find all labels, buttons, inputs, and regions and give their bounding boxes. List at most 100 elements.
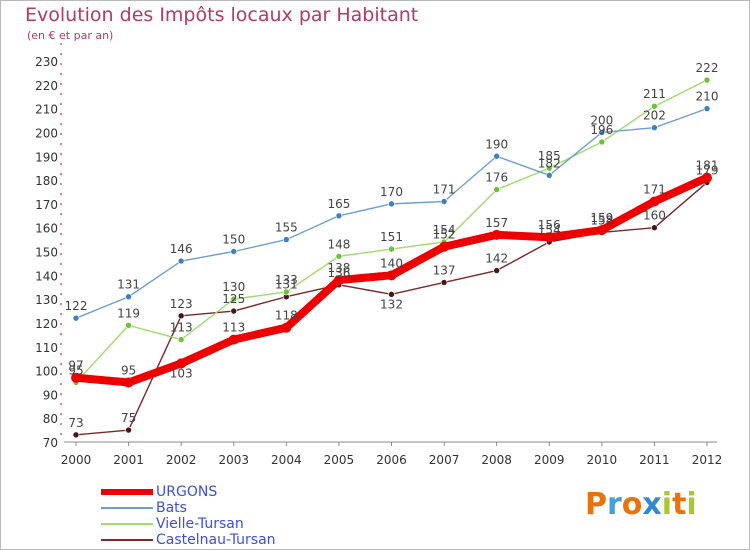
chart-title: Evolution des Impôts locaux par Habitant <box>25 4 419 26</box>
data-point <box>598 129 606 136</box>
legend-swatch-castelnau-tursan <box>101 539 153 541</box>
y-tick-label: 160 <box>35 222 58 236</box>
data-point <box>228 334 239 345</box>
data-label: 75 <box>121 411 136 425</box>
y-tick-label: 230 <box>35 55 58 69</box>
logo-letter: i <box>661 487 673 522</box>
y-tick-label: 210 <box>35 103 58 117</box>
legend: URGONS Bats Vielle-Tursan Castelnau-Turs… <box>101 484 401 549</box>
data-label: 179 <box>696 163 719 177</box>
x-tick-label: 2002 <box>166 453 197 467</box>
y-tick-label: 100 <box>35 365 58 379</box>
data-label: 73 <box>68 416 83 430</box>
legend-label-bats: Bats <box>156 500 187 516</box>
logo-letter: o <box>621 487 643 522</box>
data-point <box>544 232 555 243</box>
data-point <box>545 172 553 179</box>
legend-swatch-bats <box>101 507 153 509</box>
legend-item-urgons: URGONS <box>101 484 401 501</box>
data-point <box>702 172 712 183</box>
data-label: 133 <box>275 273 298 287</box>
x-tick-label: 2006 <box>376 453 407 467</box>
data-point <box>125 426 132 434</box>
data-point <box>125 322 132 329</box>
y-tick-label: 90 <box>43 388 58 402</box>
data-point <box>283 236 290 243</box>
y-tick-label: 170 <box>35 198 58 212</box>
data-label: 137 <box>433 263 456 277</box>
data-point <box>177 336 185 343</box>
data-point <box>72 314 80 322</box>
chart-subtitle: (en € et par an) <box>27 29 114 42</box>
y-tick-label: 70 <box>43 436 58 450</box>
x-tick-label: 2007 <box>429 453 460 467</box>
y-tick-label: 80 <box>43 412 58 426</box>
data-point <box>493 186 500 193</box>
data-label: 103 <box>170 366 193 380</box>
data-label: 132 <box>380 297 403 311</box>
data-point <box>230 248 238 255</box>
data-point <box>491 229 502 240</box>
data-label: 154 <box>433 223 456 237</box>
data-label: 170 <box>380 185 403 199</box>
data-label: 211 <box>643 87 666 101</box>
proxiti-logo: Proxiti <box>585 487 697 522</box>
data-label: 130 <box>222 280 245 294</box>
data-label: 95 <box>121 363 136 377</box>
data-point <box>281 322 292 333</box>
x-tick-label: 2005 <box>324 453 355 467</box>
data-point <box>230 295 238 303</box>
data-label: 146 <box>170 242 193 256</box>
x-tick-label: 2003 <box>218 453 249 467</box>
data-label: 97 <box>68 359 83 373</box>
legend-item-bats: Bats <box>101 500 401 517</box>
data-label: 196 <box>590 123 613 137</box>
data-point <box>703 105 711 112</box>
y-tick-label: 140 <box>35 269 58 283</box>
legend-item-vielle-tursan: Vielle-Tursan <box>101 516 401 533</box>
data-point <box>335 212 343 220</box>
data-label: 119 <box>117 306 140 320</box>
y-tick-label: 150 <box>35 246 58 260</box>
x-tick-label: 2008 <box>481 453 512 467</box>
data-label: 123 <box>170 297 193 311</box>
data-label: 150 <box>222 233 245 247</box>
legend-swatch-urgons <box>101 489 153 495</box>
data-label: 131 <box>275 278 298 292</box>
x-tick-label: 2001 <box>113 453 144 467</box>
y-tick-label: 220 <box>35 79 58 93</box>
data-label: 113 <box>170 321 193 335</box>
data-label: 202 <box>643 109 666 123</box>
data-label: 171 <box>433 182 456 196</box>
data-point <box>493 267 500 274</box>
data-label: 159 <box>590 211 613 225</box>
data-point <box>283 288 290 296</box>
data-point <box>703 76 711 84</box>
data-point <box>335 252 343 260</box>
x-tick-label: 2012 <box>692 453 723 467</box>
data-label: 171 <box>643 182 666 196</box>
data-label: 176 <box>485 171 508 185</box>
data-point <box>230 307 238 315</box>
x-tick-label: 2009 <box>534 453 565 467</box>
x-tick-label: 2011 <box>639 453 670 467</box>
data-point <box>651 102 658 110</box>
data-label: 185 <box>538 149 561 163</box>
data-point <box>71 372 81 383</box>
data-label: 122 <box>65 299 88 313</box>
legend-item-castelnau-tursan: Castelnau-Tursan <box>101 532 401 549</box>
data-label: 182 <box>538 156 561 170</box>
legend-label-urgons: URGONS <box>156 484 218 500</box>
data-point <box>545 164 553 172</box>
data-label: 148 <box>327 237 350 251</box>
y-tick-label: 130 <box>35 293 58 307</box>
logo-letter: r <box>607 487 622 522</box>
data-point <box>177 312 185 320</box>
data-point <box>598 138 606 146</box>
data-point <box>388 291 395 298</box>
data-label: 160 <box>643 209 666 223</box>
data-point <box>439 241 450 252</box>
data-point <box>651 124 658 131</box>
data-label: 156 <box>538 218 561 232</box>
